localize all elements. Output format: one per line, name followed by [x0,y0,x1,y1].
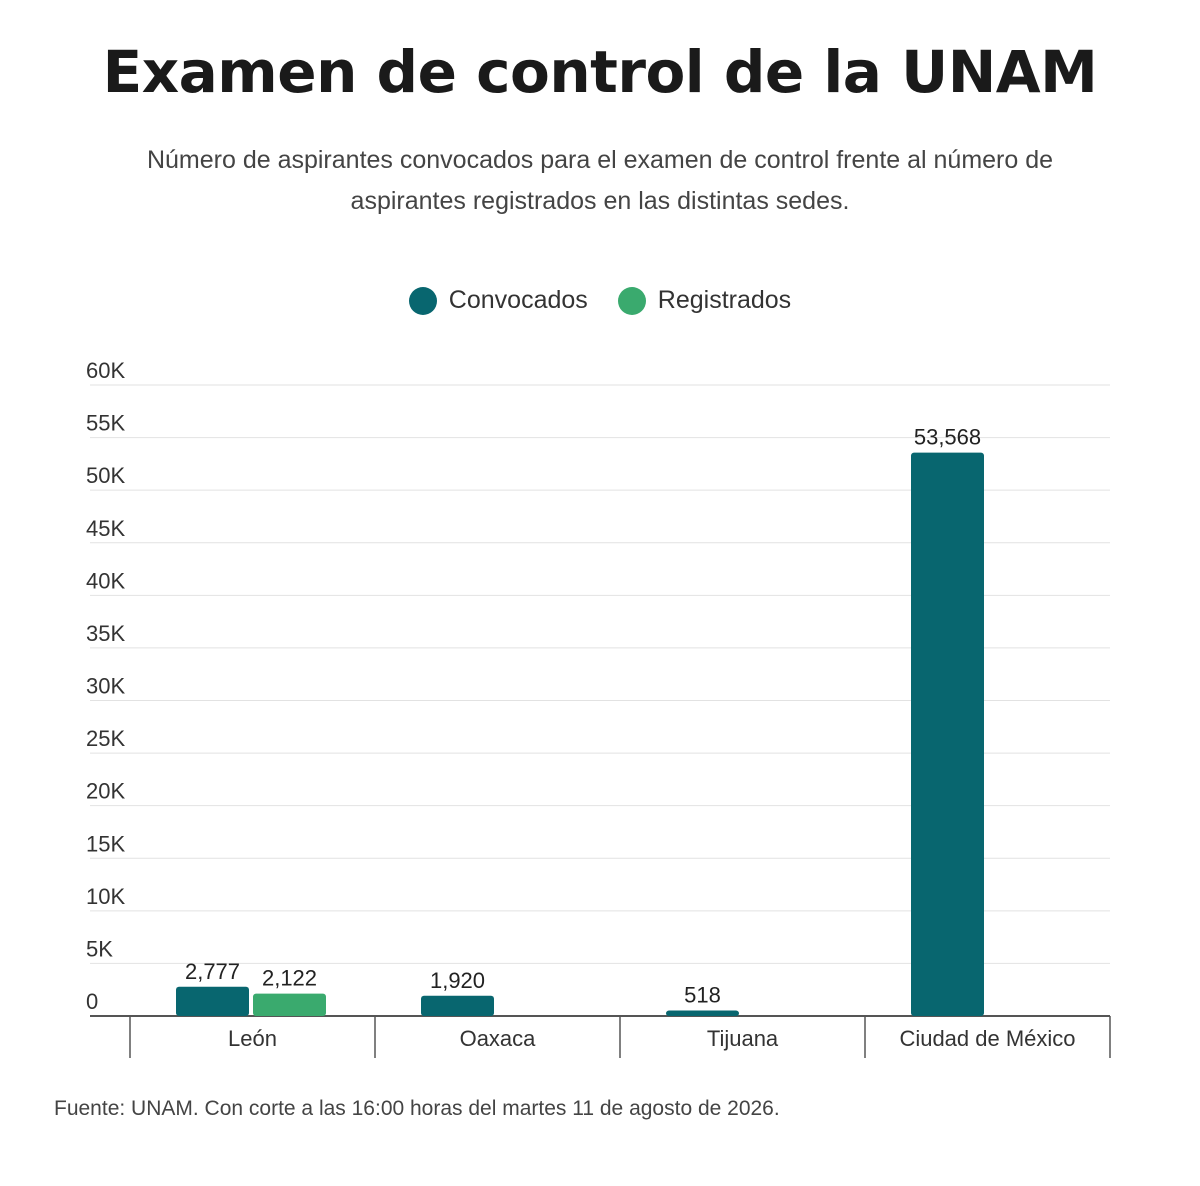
bar-convocados-2 [666,1010,739,1016]
chart-subtitle: Número de aspirantes convocados para el … [146,146,1054,215]
y-tick-label: 15K [86,831,125,856]
x-tick-label: Tijuana [707,1026,779,1051]
x-tick-label: Ciudad de México [899,1026,1075,1051]
data-label: 2,777 [185,959,240,984]
y-tick-label: 0 [86,989,98,1014]
y-tick-label: 25K [86,726,125,751]
x-tick-label: León [228,1026,277,1051]
y-tick-label: 60K [86,358,125,383]
bar-convocados-1 [421,995,494,1016]
bar-registrados-0 [253,993,326,1016]
legend-label-convocados: Convocados [448,286,588,314]
y-tick-label: 45K [86,516,125,541]
y-tick-label: 40K [86,568,125,593]
legend: Convocados Registrados [0,286,1200,315]
legend-item-registrados: Registrados [617,286,792,315]
legend-label-registrados: Registrados [657,286,792,314]
data-label: 2,122 [262,966,317,991]
bar-convocados-0 [176,986,249,1016]
y-tick-label: 5K [86,936,113,961]
y-tick-label: 10K [86,884,125,909]
source-note: Fuente: UNAM. Con corte a las 16:00 hora… [54,1097,780,1120]
data-label: 53,568 [914,425,981,450]
y-tick-label: 30K [86,674,125,699]
y-tick-label: 50K [86,463,125,488]
legend-item-convocados: Convocados [408,286,588,315]
y-tick-label: 55K [86,411,125,436]
legend-swatch-convocados [408,286,437,315]
chart-title: Examen de control de la UNAM [102,38,1098,106]
legend-swatch-registrados [617,286,646,315]
data-label: 1,920 [430,968,485,993]
y-tick-label: 20K [86,779,125,804]
y-tick-label: 35K [86,621,125,646]
x-tick-label: Oaxaca [460,1026,537,1051]
data-label: 518 [684,983,721,1008]
bar-convocados-3 [911,452,984,1016]
